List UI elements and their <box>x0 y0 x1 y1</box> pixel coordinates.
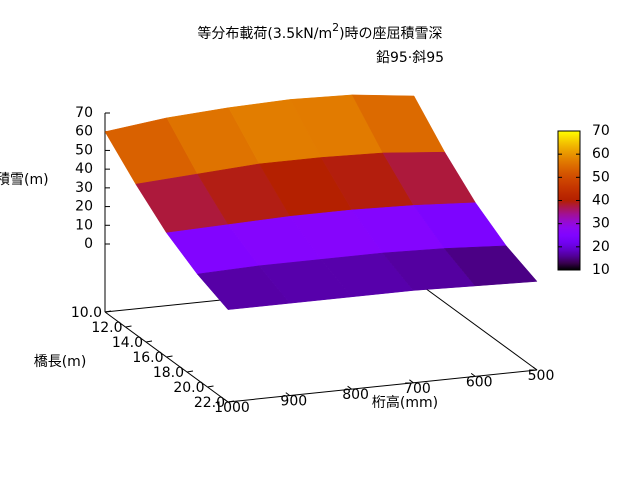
cb-tick-label: 60 <box>592 146 610 162</box>
cb-tick-label: 20 <box>592 239 610 255</box>
x-tick <box>470 372 476 377</box>
x-tick <box>285 392 291 397</box>
cb-tick-label: 70 <box>592 123 610 139</box>
y-tick <box>125 325 132 328</box>
cb-tick-label: 40 <box>592 193 610 209</box>
z-tick-label: 30 <box>75 180 93 196</box>
y-tick-label: 14.0 <box>112 335 143 351</box>
y-tick <box>227 400 235 403</box>
y-tick <box>166 355 173 358</box>
y-tick-label: 22.0 <box>194 395 225 411</box>
y-tick-label: 12.0 <box>91 320 122 336</box>
y-tick-label: 20.0 <box>173 380 204 396</box>
z-tick-label: 0 <box>84 236 93 252</box>
x-tick-label: 900 <box>280 394 307 410</box>
y-tick <box>104 310 112 313</box>
z-axis-label: 積雪(m) <box>0 172 49 188</box>
chart-title: 等分布載荷(3.5kN/m2)時の座屈積雪深 <box>197 21 442 42</box>
z-tick-label: 60 <box>75 124 93 140</box>
x-tick <box>409 379 414 384</box>
cb-tick-label: 30 <box>592 216 610 232</box>
z-tick-label: 70 <box>75 105 93 121</box>
x-tick <box>347 385 352 390</box>
y-tick-label: 10.0 <box>71 305 102 321</box>
surface-quad <box>443 245 538 287</box>
x-tick <box>223 398 229 403</box>
x-tick-label: 600 <box>466 374 493 390</box>
base-edge <box>413 279 538 371</box>
y-axis-label: 橋長(m) <box>34 354 87 370</box>
z-tick-label: 20 <box>75 199 93 215</box>
x-axis <box>227 369 538 403</box>
y-tick <box>207 385 214 388</box>
z-tick-label: 50 <box>75 142 93 158</box>
chart-subtitle: 鉛95·斜95 <box>376 50 444 66</box>
x-tick-label: 500 <box>528 368 555 384</box>
x-tick-label: 700 <box>404 381 431 397</box>
y-tick-label: 16.0 <box>132 350 163 366</box>
y-tick-label: 18.0 <box>153 365 184 381</box>
title-sup: 2 <box>332 21 339 34</box>
x-tick-label: 800 <box>342 387 369 403</box>
cb-tick-label: 10 <box>592 262 610 278</box>
title-part: )時の座屈積雪深 <box>339 26 442 42</box>
title-part: 等分布載荷(3.5kN/m <box>197 25 332 42</box>
z-tick-label: 10 <box>75 217 93 233</box>
x-tick <box>532 366 538 371</box>
z-tick-label: 40 <box>75 161 93 177</box>
y-tick <box>145 340 153 343</box>
x-axis-label: 桁高(mm) <box>372 394 438 411</box>
cb-tick-label: 50 <box>592 169 610 185</box>
x-tick-label: 1000 <box>214 400 250 416</box>
y-tick <box>186 370 194 373</box>
